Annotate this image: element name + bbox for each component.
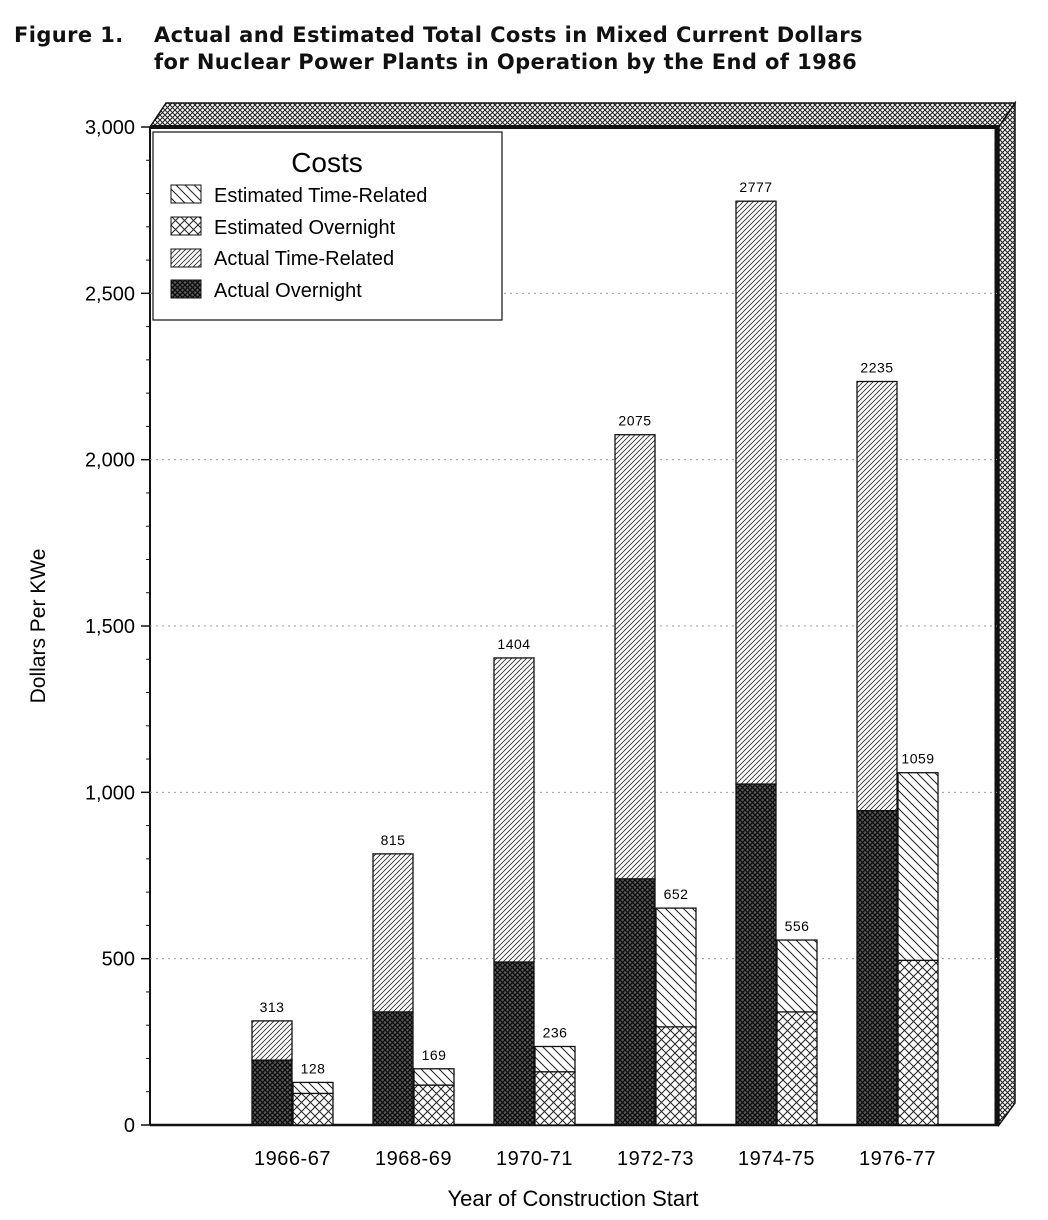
figure-title-line2: for Nuclear Power Plants in Operation by… xyxy=(154,50,858,74)
x-tick-label-1974-75: 1974-75 xyxy=(738,1148,815,1170)
bar-actual-overnight-1976-77 xyxy=(856,809,898,1126)
bar-estimated-time-related-1970-71 xyxy=(534,1045,576,1073)
data-label-estimated-1970-71: 236 xyxy=(543,1024,568,1040)
legend-label-actual-overnight: Actual Overnight xyxy=(214,280,362,302)
x-tick-label-1976-77: 1976-77 xyxy=(859,1148,936,1170)
legend-label-actual-time-related: Actual Time-Related xyxy=(214,248,394,270)
data-label-estimated-1972-73: 652 xyxy=(664,886,689,902)
data-label-estimated-1976-77: 1059 xyxy=(901,751,934,767)
frame-depth-right xyxy=(998,100,1016,1128)
y-axis-ticks: 0 500 1,000 1,500 2,000 2,500 3,000 xyxy=(85,117,150,1137)
bars xyxy=(251,200,939,1126)
frame-depth-top xyxy=(148,102,1017,128)
bar-actual-overnight-1974-75 xyxy=(735,783,777,1126)
figure-label: Figure 1. xyxy=(14,23,124,47)
data-label-actual-1974-75: 2777 xyxy=(739,179,772,195)
x-tick-label-1972-73: 1972-73 xyxy=(617,1148,694,1170)
bar-estimated-time-related-1968-69 xyxy=(413,1068,455,1086)
bar-estimated-time-related-1972-73 xyxy=(655,907,697,1028)
bar-actual-time-related-1970-71 xyxy=(493,657,535,963)
bar-estimated-overnight-1968-69 xyxy=(413,1084,455,1126)
bar-estimated-overnight-1970-71 xyxy=(534,1071,576,1126)
bar-estimated-overnight-1974-75 xyxy=(776,1011,818,1126)
data-label-actual-1976-77: 2235 xyxy=(860,359,893,375)
figure-title-line1: Actual and Estimated Total Costs in Mixe… xyxy=(154,23,863,47)
legend-swatch-actual-overnight xyxy=(170,279,202,299)
bar-actual-time-related-1968-69 xyxy=(372,853,414,1013)
bar-actual-time-related-1966-67 xyxy=(251,1020,293,1061)
bar-actual-time-related-1974-75 xyxy=(735,200,777,785)
x-tick-label-1968-69: 1968-69 xyxy=(375,1148,452,1170)
bar-actual-time-related-1972-73 xyxy=(614,434,656,880)
legend-label-estimated-overnight: Estimated Overnight xyxy=(214,217,396,239)
data-labels: 313 128 815 169 1404 236 2075 652 2777 556 2235 105… xyxy=(260,179,935,1076)
legend-box xyxy=(152,131,503,321)
data-label-estimated-1966-67: 128 xyxy=(301,1060,326,1076)
legend-swatch-estimated-overnight xyxy=(170,216,202,236)
bar-estimated-time-related-1976-77 xyxy=(897,772,939,961)
y-tick-label: 1,000 xyxy=(85,782,135,804)
y-tick-label: 2,000 xyxy=(85,450,135,472)
bar-estimated-time-related-1974-75 xyxy=(776,939,818,1013)
x-tick-label-1966-67: 1966-67 xyxy=(254,1148,331,1170)
bar-actual-overnight-1972-73 xyxy=(614,878,656,1126)
x-tick-label-1970-71: 1970-71 xyxy=(496,1148,573,1170)
bar-actual-time-related-1976-77 xyxy=(856,380,898,812)
data-label-actual-1970-71: 1404 xyxy=(497,636,530,652)
data-label-estimated-1974-75: 556 xyxy=(785,918,810,934)
data-label-actual-1972-73: 2075 xyxy=(618,413,651,429)
x-axis-title: Year of Construction Start xyxy=(447,1186,698,1211)
legend-label-estimated-time-related: Estimated Time-Related xyxy=(214,185,427,207)
bar-estimated-time-related-1966-67 xyxy=(292,1081,334,1095)
data-label-actual-1968-69: 815 xyxy=(381,832,406,848)
bar-actual-overnight-1968-69 xyxy=(372,1011,414,1126)
bar-estimated-overnight-1976-77 xyxy=(897,959,939,1126)
bar-estimated-overnight-1972-73 xyxy=(655,1026,697,1126)
y-tick-label: 0 xyxy=(124,1115,135,1137)
bar-estimated-overnight-1966-67 xyxy=(292,1092,334,1126)
legend: Costs Estimated Time-Related Estimated O… xyxy=(152,131,503,321)
bar-actual-overnight-1966-67 xyxy=(251,1059,293,1126)
legend-swatch-estimated-time-related xyxy=(170,184,202,204)
y-axis-title: Dollars Per KWe xyxy=(27,549,50,704)
y-tick-label: 1,500 xyxy=(85,616,135,638)
data-label-estimated-1968-69: 169 xyxy=(422,1047,447,1063)
y-tick-label: 2,500 xyxy=(85,283,135,305)
bar-actual-overnight-1970-71 xyxy=(493,961,535,1126)
legend-title: Costs xyxy=(291,147,363,178)
y-tick-label: 500 xyxy=(102,949,135,971)
y-tick-label: 3,000 xyxy=(85,117,135,139)
data-label-actual-1966-67: 313 xyxy=(260,999,285,1015)
x-axis-tick-labels: 1966-67 1968-69 1970-71 1972-73 1974-75 1976-… xyxy=(254,1148,936,1170)
legend-swatch-actual-time-related xyxy=(170,248,202,268)
